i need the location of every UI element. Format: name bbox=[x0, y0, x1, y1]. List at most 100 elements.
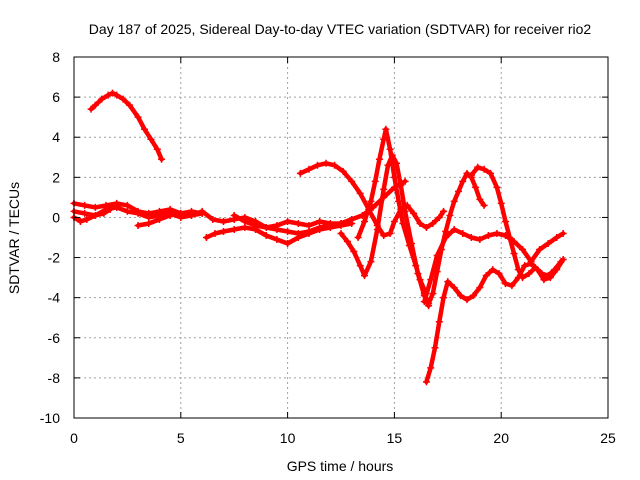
data-point bbox=[508, 282, 516, 290]
data-point bbox=[493, 183, 501, 191]
data-point bbox=[435, 318, 443, 326]
data-point bbox=[459, 229, 467, 237]
data-point bbox=[480, 165, 488, 173]
data-point bbox=[305, 221, 313, 229]
y-tick-label: 8 bbox=[52, 49, 60, 65]
data-point bbox=[273, 225, 281, 233]
data-point bbox=[230, 225, 238, 233]
x-tick-label: 0 bbox=[70, 430, 78, 446]
data-point bbox=[390, 173, 398, 181]
data-point bbox=[380, 231, 388, 239]
data-point bbox=[367, 258, 375, 266]
data-point bbox=[350, 248, 358, 256]
data-point bbox=[497, 199, 505, 207]
data-point bbox=[106, 205, 114, 213]
data-point bbox=[373, 225, 381, 233]
data-point bbox=[284, 240, 292, 248]
data-point bbox=[113, 91, 121, 99]
y-tick-label: -10 bbox=[40, 410, 60, 426]
data-point bbox=[399, 219, 407, 227]
data-point bbox=[457, 292, 465, 300]
data-point bbox=[87, 105, 95, 113]
data-point bbox=[382, 125, 390, 133]
data-point bbox=[126, 101, 134, 109]
data-point bbox=[380, 185, 388, 193]
data-point bbox=[375, 155, 383, 163]
plot-frame bbox=[73, 56, 609, 419]
data-point bbox=[467, 171, 475, 179]
data-point bbox=[348, 215, 356, 223]
data-point bbox=[536, 246, 544, 254]
data-point bbox=[343, 238, 351, 246]
y-tick-label: -6 bbox=[48, 330, 61, 346]
data-point bbox=[501, 280, 509, 288]
y-tick-label: -8 bbox=[48, 370, 61, 386]
data-point bbox=[557, 258, 565, 266]
data-point bbox=[360, 217, 368, 225]
data-point bbox=[296, 169, 304, 177]
data-point bbox=[484, 231, 492, 239]
data-point bbox=[305, 165, 313, 173]
data-point bbox=[140, 125, 148, 133]
data-point bbox=[450, 197, 458, 205]
data-point bbox=[360, 272, 368, 280]
data-point bbox=[506, 234, 514, 241]
data-point bbox=[83, 215, 91, 223]
data-point bbox=[177, 209, 185, 217]
x-tick-label: 20 bbox=[493, 430, 509, 446]
data-point bbox=[158, 155, 166, 163]
series-sat-a bbox=[70, 199, 356, 231]
data-point bbox=[422, 378, 430, 386]
data-point bbox=[356, 189, 364, 197]
series-layer bbox=[70, 89, 567, 386]
data-point bbox=[155, 215, 163, 223]
data-point bbox=[444, 278, 452, 286]
data-point bbox=[480, 201, 488, 209]
data-point bbox=[145, 219, 153, 227]
data-point bbox=[220, 217, 228, 225]
data-point bbox=[476, 284, 484, 292]
x-tick-labels: 0 5 10 15 20 25 bbox=[70, 430, 616, 446]
data-point bbox=[469, 292, 477, 300]
y-tick-labels: -10 -8 -6 -4 -2 0 2 4 6 8 bbox=[40, 49, 60, 426]
x-tick-label: 25 bbox=[600, 430, 616, 446]
data-point bbox=[262, 231, 270, 239]
data-point bbox=[440, 207, 448, 215]
data-point bbox=[474, 163, 482, 171]
x-axis-label: GPS time / hours bbox=[287, 458, 394, 474]
data-point bbox=[420, 298, 428, 306]
data-point bbox=[113, 203, 121, 211]
data-point bbox=[476, 236, 484, 244]
data-point bbox=[356, 262, 364, 270]
data-point bbox=[220, 227, 228, 235]
data-point bbox=[527, 260, 535, 268]
axis-ticks bbox=[73, 56, 609, 419]
data-point bbox=[544, 240, 552, 248]
y-axis-label: SDTVAR / TECUs bbox=[6, 182, 22, 294]
data-point bbox=[294, 219, 302, 227]
series-line bbox=[422, 227, 566, 304]
data-point bbox=[386, 145, 394, 153]
data-point bbox=[108, 89, 116, 97]
data-point bbox=[495, 270, 503, 278]
series-line bbox=[469, 165, 564, 280]
data-point bbox=[100, 209, 108, 217]
data-point bbox=[241, 217, 249, 225]
series-sat-i bbox=[337, 151, 433, 310]
data-point bbox=[145, 213, 153, 221]
data-point bbox=[514, 266, 522, 274]
data-point bbox=[202, 234, 210, 241]
data-point bbox=[425, 300, 433, 308]
data-point bbox=[519, 246, 527, 254]
data-point bbox=[273, 236, 281, 244]
data-point bbox=[134, 113, 142, 121]
data-point bbox=[230, 211, 238, 219]
data-point bbox=[367, 197, 375, 205]
data-point bbox=[540, 276, 548, 284]
series-line bbox=[338, 153, 431, 308]
data-point bbox=[422, 223, 430, 231]
grid bbox=[74, 57, 608, 418]
data-point bbox=[371, 177, 379, 185]
data-point bbox=[416, 276, 424, 284]
data-point bbox=[433, 252, 441, 260]
